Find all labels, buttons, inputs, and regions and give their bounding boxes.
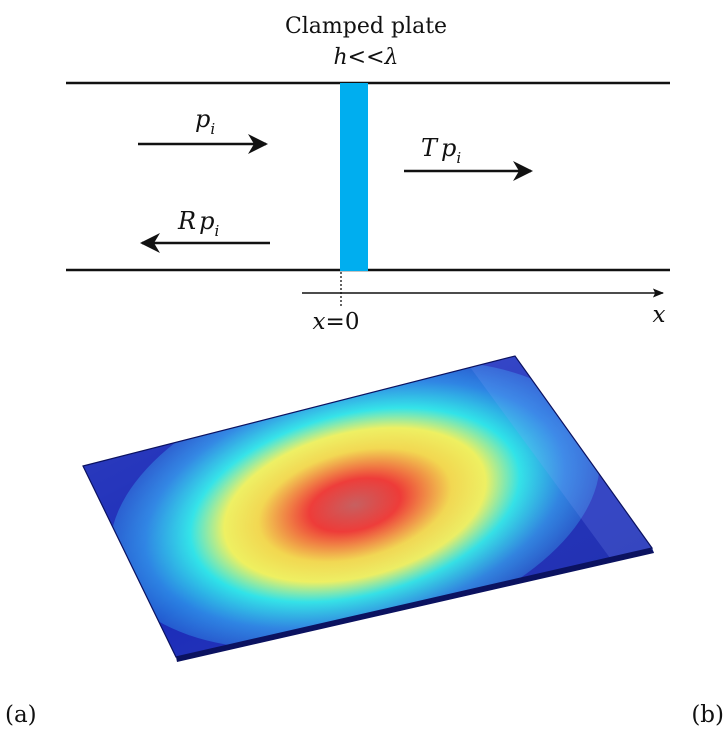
origin-label: x=0 [313,309,360,335]
plate-side-front [176,548,654,662]
x-axis-label: x [653,302,666,328]
plate-outline [82,355,654,658]
panel-label-a: (a) [5,702,37,728]
plate-surface [83,356,652,657]
thickness-relation: h<<λ [334,45,399,70]
panel-label-b: (b) [691,702,724,728]
incident-label: pi [195,105,215,138]
plate-title: Clamped plate [285,14,447,39]
thickness-h: h [334,45,348,70]
panel-b [82,355,654,662]
thickness-lambda: λ [384,45,399,70]
thickness-op: << [348,45,385,70]
clamped-plate [340,83,368,271]
